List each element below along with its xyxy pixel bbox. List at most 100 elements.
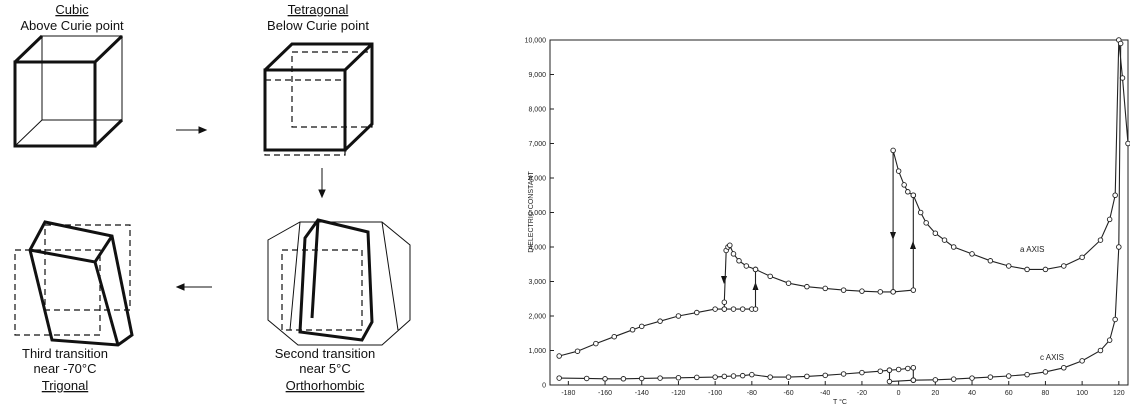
trigonal-cell (15, 222, 132, 345)
data-point (737, 259, 742, 264)
data-point (694, 310, 699, 315)
x-tick-label: 60 (1005, 390, 1013, 397)
data-point (603, 376, 608, 381)
data-point (805, 374, 810, 379)
data-point (1080, 359, 1085, 364)
data-point (557, 354, 562, 359)
y-tick-label: 6,000 (528, 176, 546, 183)
y-tick-label: 9,000 (528, 72, 546, 79)
panel-name: Tetragonal (288, 2, 349, 17)
y-tick-label: 7,000 (528, 141, 546, 148)
x-tick-label: 0 (897, 390, 901, 397)
hysteresis-arrows (721, 232, 916, 290)
data-point (722, 307, 727, 312)
data-point (823, 286, 828, 291)
x-tick-label: -180 (561, 390, 575, 397)
data-point (896, 169, 901, 174)
y-tick-label: 1,000 (528, 348, 546, 355)
series-annotation: a AXIS (1020, 245, 1044, 254)
data-point (1117, 245, 1122, 250)
data-point (1025, 372, 1030, 377)
data-point (988, 375, 993, 380)
data-point (911, 378, 916, 383)
data-point (918, 210, 923, 215)
x-tick-label: -20 (857, 390, 867, 397)
data-point (933, 378, 938, 383)
data-point (841, 288, 846, 293)
data-point (1107, 217, 1112, 222)
data-point (728, 243, 733, 248)
data-point (911, 365, 916, 370)
data-point (933, 231, 938, 236)
data-point (1043, 370, 1048, 375)
data-point (722, 374, 727, 379)
data-point (1113, 193, 1118, 198)
series-line (559, 43, 1120, 381)
data-point (676, 314, 681, 319)
data-point (1126, 141, 1130, 146)
data-point (1098, 238, 1103, 243)
data-point (911, 288, 916, 293)
data-point (713, 307, 718, 312)
x-tick-label: -120 (671, 390, 685, 397)
data-point (694, 375, 699, 380)
data-point (823, 373, 828, 378)
orthorhombic-cell (268, 220, 410, 345)
data-point (942, 238, 947, 243)
data-point (1043, 267, 1048, 272)
data-point (841, 372, 846, 377)
data-point (594, 341, 599, 346)
chart: 01,0002,0003,0004,0005,0006,0007,0008,00… (525, 38, 1130, 398)
panel-caption: Third transition (22, 346, 108, 361)
data-point (878, 369, 883, 374)
data-point (575, 349, 580, 354)
data-point (891, 290, 896, 295)
x-tick-label: -100 (708, 390, 722, 397)
data-point (805, 284, 810, 289)
cubic-cell (15, 36, 122, 146)
data-point (970, 252, 975, 257)
data-point (713, 375, 718, 380)
y-tick-label: 0 (542, 383, 546, 390)
data-point (1098, 348, 1103, 353)
data-point (878, 290, 883, 295)
data-point (731, 252, 736, 257)
data-point (658, 319, 663, 324)
data-point (768, 274, 773, 279)
data-point (902, 183, 907, 188)
data-point (988, 259, 993, 264)
x-tick-label: 80 (1042, 390, 1050, 397)
data-point (970, 376, 975, 381)
data-point (750, 372, 755, 377)
x-tick-label: 100 (1076, 390, 1088, 397)
panel-name: Orthorhombic (286, 378, 365, 393)
panel-caption: near 5°C (299, 361, 350, 376)
x-tick-label: 40 (968, 390, 976, 397)
data-point (731, 307, 736, 312)
data-point (951, 377, 956, 382)
data-point (786, 281, 791, 286)
panel-name: Trigonal (42, 378, 89, 393)
data-point (612, 334, 617, 339)
x-tick-label: 120 (1113, 390, 1125, 397)
data-point (860, 289, 865, 294)
y-tick-label: 3,000 (528, 279, 546, 286)
data-point (896, 367, 901, 372)
data-point (1107, 338, 1112, 343)
data-point (753, 307, 758, 312)
data-point (891, 148, 896, 153)
x-tick-label: 20 (931, 390, 939, 397)
data-point (1113, 317, 1118, 322)
data-point (744, 264, 749, 269)
y-tick-label: 5,000 (528, 210, 546, 217)
data-point (924, 221, 929, 226)
panel-caption: near -70°C (33, 361, 96, 376)
data-point (658, 376, 663, 381)
x-tick-label: -40 (820, 390, 830, 397)
data-point (1080, 255, 1085, 260)
data-point (639, 376, 644, 381)
y-tick-label: 8,000 (528, 107, 546, 114)
series-annotation: c AXIS (1040, 353, 1064, 362)
data-point (911, 193, 916, 198)
tetragonal-cell (265, 44, 372, 155)
